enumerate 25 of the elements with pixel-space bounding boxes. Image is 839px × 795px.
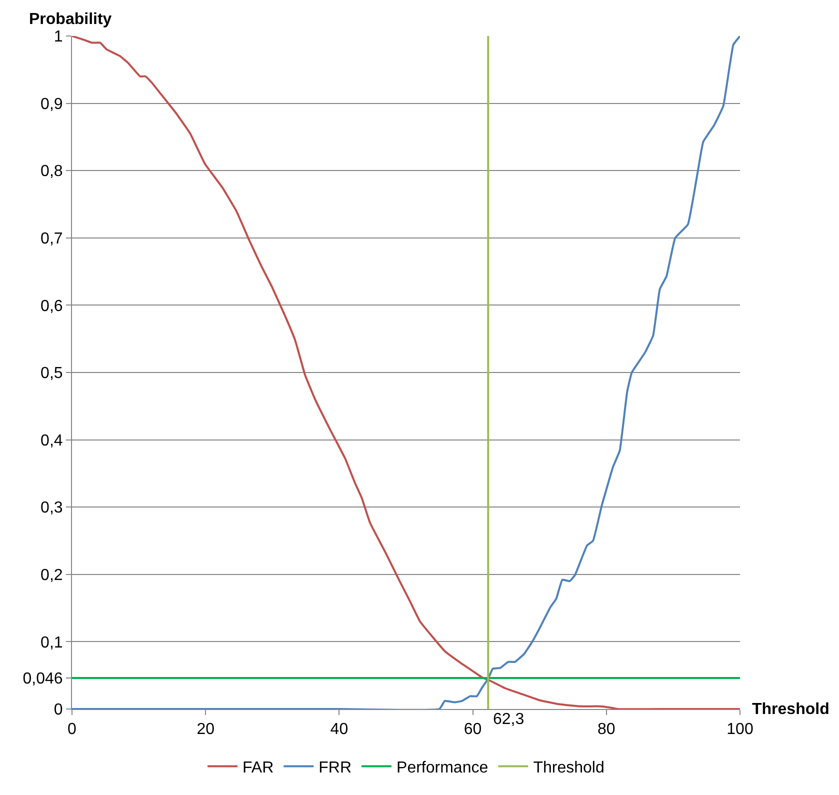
y-tick-label: 0 <box>54 702 63 719</box>
y-tick-label: 0,2 <box>40 567 63 584</box>
legend-label: Performance <box>396 760 488 777</box>
x-tick-label: 0 <box>68 721 77 738</box>
y-tick-label: 0,7 <box>40 230 63 248</box>
x-tick-label: 80 <box>598 721 616 738</box>
x-tick-label: 20 <box>196 721 215 738</box>
y-tick-label: 0,1 <box>40 634 63 652</box>
y-tick-label: 0,5 <box>40 365 63 382</box>
y-tick-label: 1 <box>54 28 63 46</box>
x-tick-label: 60 <box>464 721 482 738</box>
legend-label: FAR <box>242 760 274 777</box>
y-tick-label: 0,9 <box>40 96 63 113</box>
y-tick-label: 0,046 <box>22 670 63 688</box>
x-tick-label: 40 <box>330 721 348 738</box>
x-tick-label: 100 <box>726 721 754 738</box>
legend-label: FRR <box>318 760 352 777</box>
annotation: 62,3 <box>493 711 524 728</box>
legend-label: Threshold <box>533 760 604 777</box>
y-tick-label: 0,8 <box>40 163 63 180</box>
y-tick-label: 0,6 <box>40 298 63 315</box>
y-tick-label: 0,4 <box>40 432 63 450</box>
y-axis-title: Probability <box>29 11 112 28</box>
y-tick-label: 0,3 <box>40 500 63 517</box>
x-axis-title: Threshold <box>752 701 830 718</box>
